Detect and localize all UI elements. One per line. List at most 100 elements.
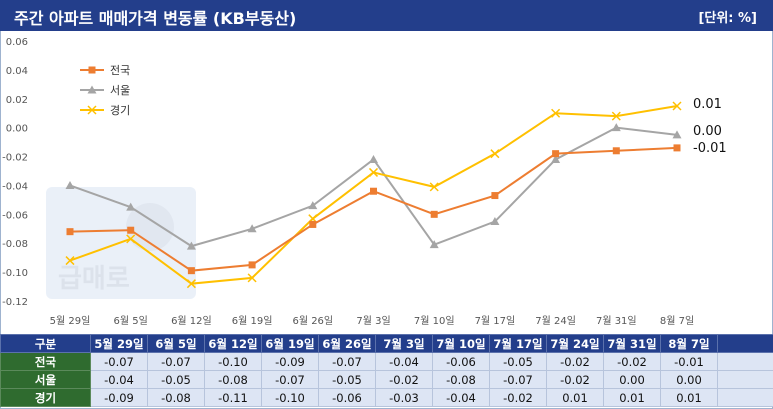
data-table: 구분 5월 29일 6월 5일 6월 12일 6월 19일 6월 26일 7월 3일 7월 1… <box>0 334 773 407</box>
data-point-seoul <box>490 217 500 226</box>
data-point-seoul <box>65 180 75 189</box>
table-cell: 0.01 <box>603 388 661 407</box>
legend-label: 전국 <box>110 64 130 77</box>
legend-label: 경기 <box>110 104 130 117</box>
data-point-national <box>370 187 377 195</box>
x-tick-label: 6월 26일 <box>292 315 333 327</box>
table-column-header: 6월 19일 <box>261 334 319 353</box>
data-point-national <box>430 210 438 218</box>
data-point-gyeonggi <box>429 182 439 192</box>
table-header-label: 구분 <box>0 334 91 353</box>
y-tick-label: -0.06 <box>2 210 28 221</box>
table-row: 경기 -0.09 -0.08 -0.11 -0.10 -0.06 -0.03 -0.04 -0.… <box>0 388 773 407</box>
data-point-national <box>187 267 195 275</box>
table-header-row: 구분 5월 29일 6월 5일 6월 12일 6월 19일 6월 26일 7월 3일 7월 1… <box>0 334 773 353</box>
table-column-header: 6월 26일 <box>318 334 376 353</box>
table-cell: -0.06 <box>432 352 490 371</box>
table-pad-cell <box>717 370 773 389</box>
data-point-seoul <box>247 224 257 233</box>
table-column-header: 5월 29일 <box>90 334 148 353</box>
table-cell: -0.04 <box>375 352 433 371</box>
table-cell: -0.01 <box>660 352 718 371</box>
data-point-national <box>552 150 560 158</box>
y-tick-label: 0.00 <box>6 124 28 135</box>
data-point-gyeonggi <box>368 167 379 177</box>
table-cell: -0.07 <box>90 352 148 371</box>
y-tick-label: 0.02 <box>6 95 28 106</box>
chart-title: 주간 아파트 매매가격 변동률 (KB부동산) <box>14 9 297 28</box>
data-point-seoul <box>369 154 378 163</box>
table-cell: 0.00 <box>660 370 718 389</box>
line-chart: 급매로 0.06 0.04 0.02 0.00 -0.02 -0.04 -0.06 -0.08… <box>2 37 727 327</box>
table-cell: -0.02 <box>375 370 433 389</box>
table-cell: -0.08 <box>147 388 205 407</box>
data-point-seoul <box>308 201 318 210</box>
y-tick-label: -0.10 <box>2 268 28 279</box>
x-tick-label: 8월 7일 <box>660 315 694 327</box>
end-label-national: -0.01 <box>693 141 727 156</box>
y-tick-label: 0.06 <box>6 37 28 48</box>
table-cell: -0.10 <box>261 388 319 407</box>
table-cell: -0.08 <box>432 370 490 389</box>
x-tick-label: 7월 24일 <box>535 315 576 327</box>
data-point-gyeonggi <box>672 101 682 111</box>
table-cell: -0.07 <box>489 370 547 389</box>
legend-marker <box>87 85 97 94</box>
table-cell: -0.09 <box>90 388 148 407</box>
data-point-seoul <box>186 241 196 250</box>
data-point-gyeonggi <box>65 256 75 266</box>
table-cell: -0.02 <box>603 352 661 371</box>
table-column-header: 7월 24일 <box>546 334 604 353</box>
table-row-label: 경기 <box>0 388 91 407</box>
data-point-gyeonggi <box>611 111 621 121</box>
table-cell: -0.05 <box>489 352 547 371</box>
data-point-seoul <box>551 154 561 163</box>
table-cell: 0.00 <box>603 370 661 389</box>
table-row-label: 서울 <box>0 370 91 389</box>
y-axis: 0.06 0.04 0.02 0.00 -0.02 -0.04 -0.06 -0.08 -0.1… <box>2 37 28 308</box>
data-point-gyeonggi <box>126 234 136 244</box>
table-cell: -0.02 <box>546 352 604 371</box>
table-cell: -0.08 <box>204 370 262 389</box>
data-point-national <box>612 147 620 155</box>
series-lines <box>65 101 682 289</box>
data-point-national <box>127 226 135 234</box>
table-cell: -0.02 <box>489 388 547 407</box>
data-point-national <box>66 228 74 236</box>
data-point-national <box>248 261 256 269</box>
x-tick-label: 7월 3일 <box>356 315 390 327</box>
table-column-header: 8월 7일 <box>660 334 718 353</box>
table-cell: -0.07 <box>261 370 319 389</box>
table-cell: 0.01 <box>660 388 718 407</box>
y-tick-label: -0.04 <box>2 181 28 192</box>
data-point-gyeonggi <box>186 279 196 289</box>
end-labels: -0.01 0.00 0.01 <box>693 97 727 156</box>
legend-label: 서울 <box>110 84 130 97</box>
table-cell: -0.05 <box>147 370 205 389</box>
table-pad-cell <box>717 334 773 353</box>
data-point-seoul <box>611 123 621 132</box>
table-cell: -0.05 <box>318 370 376 389</box>
data-point-seoul <box>126 202 136 211</box>
table-pad-cell <box>717 352 773 371</box>
watermark-text: 급매로 <box>58 264 130 294</box>
table-cell: -0.07 <box>147 352 205 371</box>
x-tick-label: 5월 29일 <box>50 315 91 327</box>
x-tick-label: 6월 5일 <box>114 315 148 327</box>
table-column-header: 7월 31일 <box>603 334 661 353</box>
data-point-gyeonggi <box>247 273 257 283</box>
table-row: 서울 -0.04 -0.05 -0.08 -0.07 -0.05 -0.02 -0.08 -0.… <box>0 370 773 389</box>
table-column-header: 7월 10일 <box>432 334 490 353</box>
x-tick-label: 7월 17일 <box>475 315 516 327</box>
y-tick-label: 0.04 <box>6 66 28 77</box>
x-tick-label: 7월 31일 <box>596 315 637 327</box>
legend-marker <box>87 105 97 115</box>
data-point-national <box>309 220 317 228</box>
table-row: 전국 -0.07 -0.07 -0.10 -0.09 -0.07 -0.04 -0.06 -0.… <box>0 352 773 371</box>
table-cell: -0.02 <box>546 370 604 389</box>
table-pad-cell <box>717 388 773 407</box>
table-cell: -0.11 <box>204 388 262 407</box>
table-row-label: 전국 <box>0 352 91 371</box>
x-tick-label: 6월 19일 <box>232 315 273 327</box>
x-tick-label: 7월 10일 <box>414 315 455 327</box>
